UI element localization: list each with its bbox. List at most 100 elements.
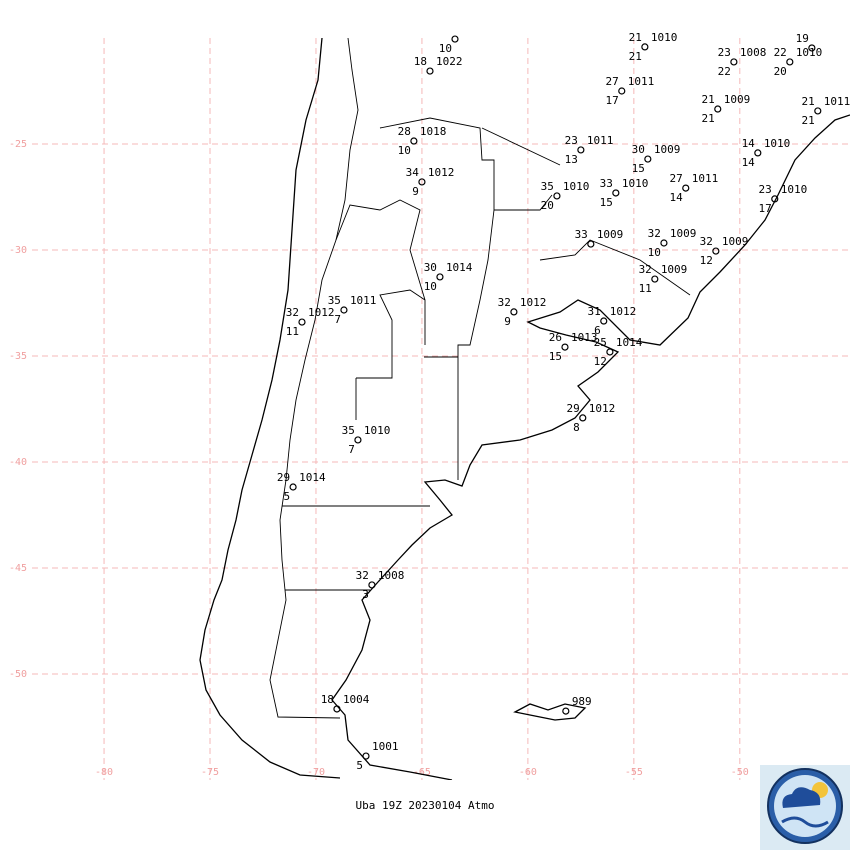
station-marker [368, 581, 376, 589]
station: 23 1011 13 [565, 134, 614, 166]
temperature: 14 [742, 137, 756, 150]
coastline-east [331, 114, 850, 780]
temperature: 19 [796, 32, 809, 45]
pressure: 1014 [299, 471, 326, 484]
station: 30 1009 15 [632, 143, 681, 175]
y-tick-label: -50 [9, 669, 27, 680]
station: 29 1012 8 [567, 402, 616, 434]
station: 28 1018 10 [398, 125, 447, 157]
station: 989 [562, 695, 592, 715]
pressure: 1011 [628, 75, 655, 88]
dewpoint: 21 [702, 112, 715, 125]
station: 22 1010 20 [774, 46, 823, 78]
dewpoint: 10 [439, 42, 452, 55]
station: 32 1012 9 [498, 296, 547, 328]
pressure: 1008 [740, 46, 767, 59]
temperature: 32 [286, 306, 299, 319]
station: 21 1009 21 [702, 93, 751, 125]
dewpoint: 10 [398, 144, 411, 157]
temperature: 21 [629, 31, 642, 44]
station: 19 [796, 32, 816, 52]
dewpoint: 15 [600, 196, 613, 209]
pressure: 1011 [587, 134, 614, 147]
x-tick-label: -50 [731, 767, 749, 778]
dewpoint: 12 [700, 254, 713, 267]
station-marker [410, 137, 418, 145]
pressure: 1011 [692, 172, 719, 185]
pressure: 1010 [651, 31, 678, 44]
pressure: 1010 [364, 424, 391, 437]
pressure: 1014 [446, 261, 473, 274]
station-marker [553, 192, 561, 200]
temperature: 33 [575, 228, 588, 241]
temperature: 35 [328, 294, 341, 307]
pressure: 1009 [654, 143, 681, 156]
dewpoint: 6 [594, 324, 601, 337]
logo [760, 765, 850, 850]
pressure: 1018 [420, 125, 447, 138]
pressure: 1010 [781, 183, 808, 196]
station: 32 1008 3 [356, 569, 405, 601]
station: 32 1009 10 [648, 227, 697, 259]
dewpoint: 21 [629, 50, 642, 63]
pressure: 1009 [724, 93, 751, 106]
station: 35 1010 20 [541, 180, 590, 212]
dewpoint: 21 [802, 114, 815, 127]
station: 18 1022 [414, 55, 462, 75]
temperature: 31 [588, 305, 601, 318]
station: 29 1014 5 [277, 471, 326, 503]
pressure: 1009 [722, 235, 749, 248]
dewpoint: 22 [718, 65, 731, 78]
temperature: 18 [321, 693, 334, 706]
y-tick-label: -35 [9, 351, 27, 362]
pressure: 1012 [610, 305, 637, 318]
temperature: 33 [600, 177, 613, 190]
temperature: 27 [606, 75, 619, 88]
station-marker [451, 35, 459, 43]
x-tick-label: -80 [95, 767, 113, 778]
temperature: 32 [498, 296, 511, 309]
caption: Uba 19Z 20230104 Atmo [355, 799, 494, 812]
station-marker [436, 273, 444, 281]
station: 32 1012 11 [286, 306, 335, 338]
station-marker [426, 67, 434, 75]
dewpoint: 17 [606, 94, 619, 107]
station-marker [808, 44, 816, 52]
temperature: 23 [759, 183, 772, 196]
station-marker [714, 105, 722, 113]
station: 32 1009 11 [639, 263, 688, 295]
temperature: 35 [541, 180, 554, 193]
pressure: 1009 [670, 227, 697, 240]
station-marker [510, 308, 518, 316]
station: 31 1012 6 [588, 305, 637, 337]
border-provinces [282, 117, 691, 591]
pressure: 1011 [824, 95, 850, 108]
dewpoint: 10 [648, 246, 661, 259]
station-marker [730, 58, 738, 66]
station: 35 1011 7 [328, 294, 377, 326]
station: 21 1010 21 [629, 31, 678, 63]
station: 27 1011 17 [606, 75, 655, 107]
pressure: 1001 [372, 740, 399, 753]
pressure: 1014 [616, 336, 643, 349]
station: 14 1010 14 [742, 137, 791, 169]
y-tick-label: -30 [9, 245, 27, 256]
station: 32 1009 12 [700, 235, 749, 267]
station: 23 1008 22 [718, 46, 767, 78]
dewpoint: 13 [565, 153, 578, 166]
temperature: 29 [277, 471, 290, 484]
station: 26 1013 15 [549, 331, 598, 363]
station: 25 1014 12 [594, 336, 643, 368]
dewpoint: 15 [632, 162, 645, 175]
station-marker [298, 318, 306, 326]
station-marker [362, 752, 370, 760]
dewpoint: 12 [594, 355, 607, 368]
temperature: 32 [700, 235, 713, 248]
dewpoint: 9 [504, 315, 511, 328]
station-marker [562, 707, 570, 715]
dewpoint: 3 [362, 588, 369, 601]
dewpoint: 20 [541, 199, 554, 212]
station: 23 1010 17 [759, 183, 808, 215]
station-marker [618, 87, 626, 95]
station: 33 1010 15 [600, 177, 649, 209]
